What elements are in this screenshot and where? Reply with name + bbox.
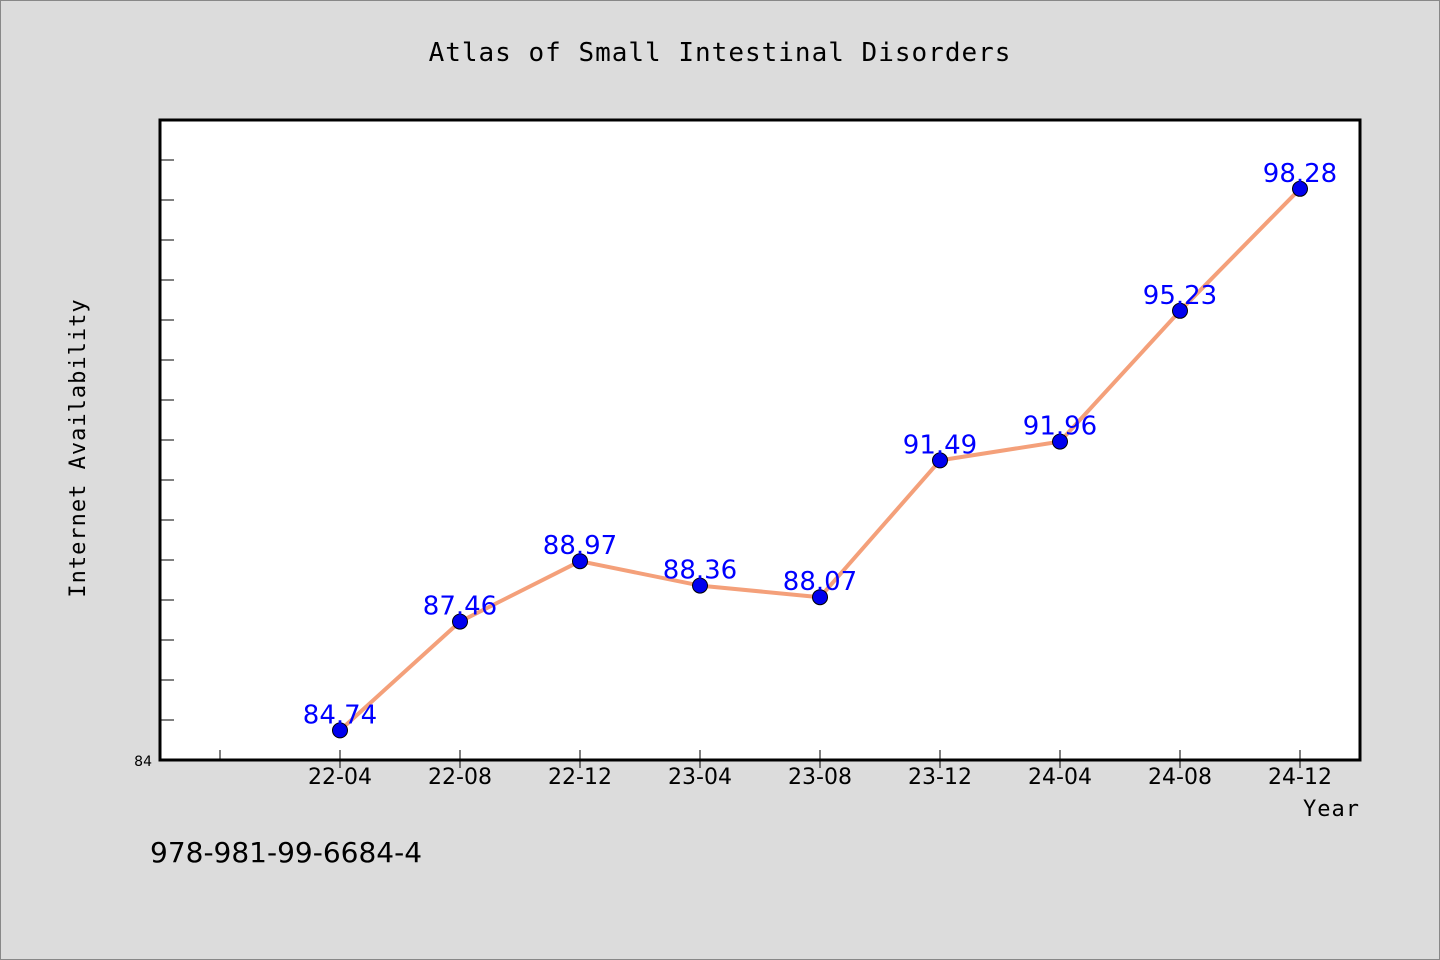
data-point — [692, 577, 708, 594]
x-tick-label: 22-08 — [428, 765, 492, 790]
x-axis-label: Year — [1303, 797, 1360, 822]
data-point — [932, 452, 948, 469]
x-tick-label: 23-12 — [908, 765, 972, 790]
y-axis-label: Internet Availability — [66, 298, 91, 597]
x-tick-label: 23-08 — [788, 765, 852, 790]
x-tick-label: 24-08 — [1148, 765, 1212, 790]
data-point — [812, 589, 828, 606]
x-tick-label: 22-04 — [308, 765, 372, 790]
data-label: 98.28 — [1263, 159, 1337, 189]
x-tick-label: 24-12 — [1268, 765, 1332, 790]
x-tick-label: 23-04 — [668, 765, 732, 790]
data-label: 88.97 — [543, 531, 617, 561]
data-labels: 84.74 87.46 88.97 88.36 88.07 91.49 91.96 95.23… — [303, 159, 1337, 731]
chart-title: Atlas of Small Intestinal Disorders — [429, 38, 1012, 68]
data-label: 88.07 — [783, 567, 857, 597]
y-axis-ticks: 84 — [134, 119, 174, 770]
y-tick-label: 84 — [134, 754, 152, 770]
data-label: 84.74 — [303, 700, 377, 730]
plot-area — [158, 118, 1362, 762]
data-point — [1292, 180, 1308, 197]
data-label: 95.23 — [1143, 281, 1217, 311]
data-point — [1172, 302, 1188, 319]
x-tick-label: 24-04 — [1028, 765, 1092, 790]
data-label: 91.49 — [903, 430, 977, 460]
data-label: 91.96 — [1023, 412, 1097, 442]
x-axis-ticks: 22-04 22-08 22-12 23-04 23-08 23-12 24-04 24-08… — [219, 750, 1332, 790]
x-tick-label: 22-12 — [548, 765, 612, 790]
data-point — [572, 553, 588, 570]
data-label: 88.36 — [663, 556, 737, 586]
data-point — [332, 722, 348, 739]
data-point — [1052, 433, 1068, 450]
data-label: 87.46 — [423, 592, 497, 622]
series-markers — [332, 180, 1308, 739]
isbn-text: 978-981-99-6684-4 — [150, 836, 422, 869]
data-point — [452, 613, 468, 630]
